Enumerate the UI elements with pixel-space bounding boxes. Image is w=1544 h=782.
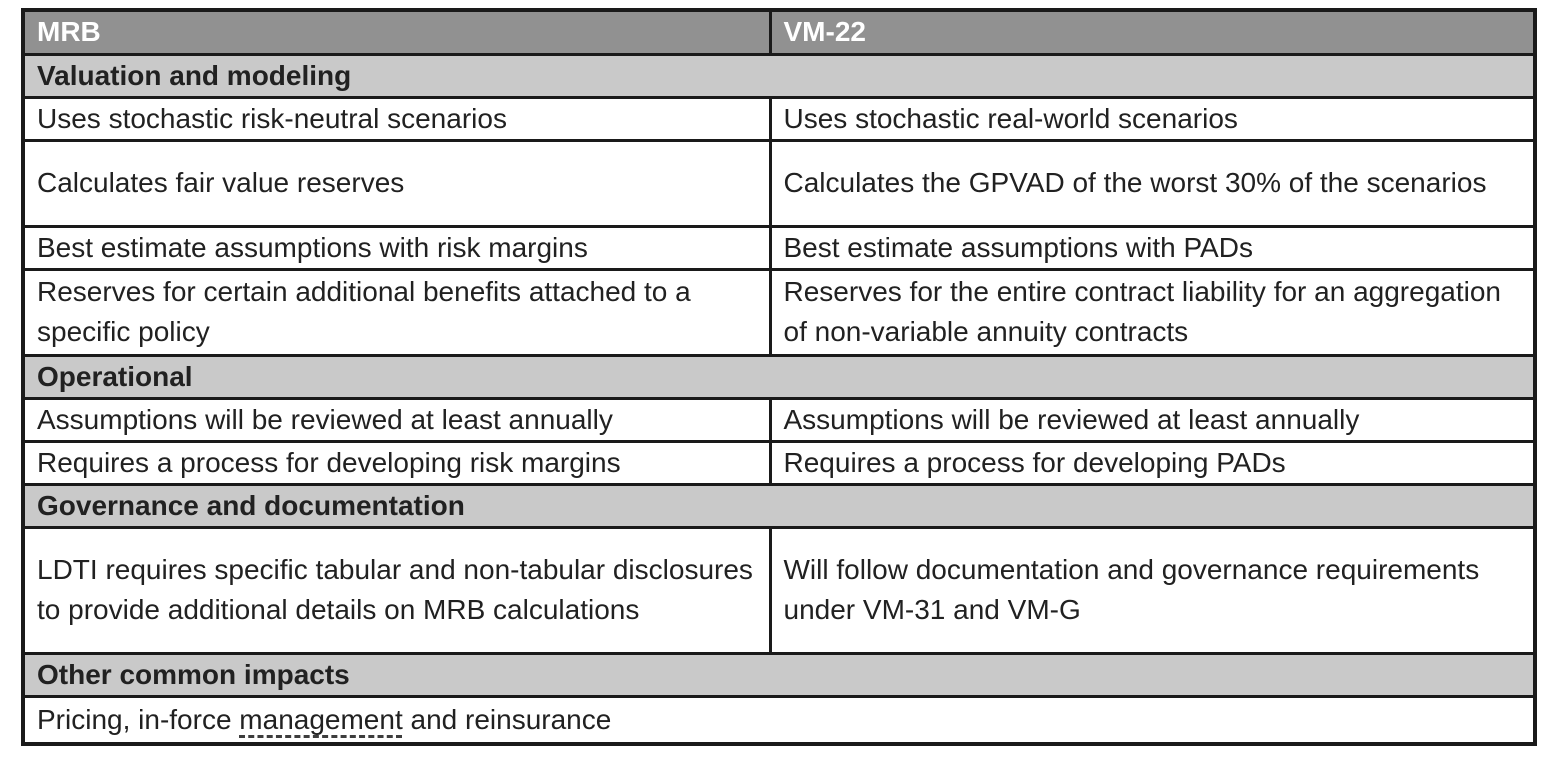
section-title-valuation: Valuation and modeling xyxy=(21,52,1537,99)
cell-vm22-gpvad: Calculates the GPVAD of the worst 30% of… xyxy=(768,138,1537,228)
pricing-text-underlined: management xyxy=(239,703,403,735)
table-row: Assumptions will be reviewed at least an… xyxy=(21,396,1537,443)
table-row: Pricing, in-force management and reinsur… xyxy=(21,694,1537,746)
header-cell-mrb: MRB xyxy=(21,8,772,56)
section-row-governance: Governance and documentation xyxy=(21,482,1537,529)
cell-mrb-reserves: Reserves for certain additional benefits… xyxy=(21,267,772,357)
table-row: Uses stochastic risk-neutral scenarios U… xyxy=(21,95,1537,142)
section-row-other-impacts: Other common impacts xyxy=(21,651,1537,698)
cell-pricing-full-width: Pricing, in-force management and reinsur… xyxy=(21,694,1537,746)
table-row: Requires a process for developing risk m… xyxy=(21,439,1537,486)
cell-vm22-best-estimate: Best estimate assumptions with PADs xyxy=(768,224,1537,271)
comparison-table: MRB VM-22 Valuation and modeling Uses st… xyxy=(21,8,1537,746)
table-row: Calculates fair value reserves Calculate… xyxy=(21,138,1537,228)
pricing-text-suffix: and reinsurance xyxy=(402,703,612,735)
cell-vm22-reserves: Reserves for the entire contract liabili… xyxy=(768,267,1537,357)
cell-vm22-assumptions-review: Assumptions will be reviewed at least an… xyxy=(768,396,1537,443)
cell-mrb-assumptions-review: Assumptions will be reviewed at least an… xyxy=(21,396,772,443)
section-row-valuation: Valuation and modeling xyxy=(21,52,1537,99)
table-row: Reserves for certain additional benefits… xyxy=(21,267,1537,357)
pricing-text-prefix: Pricing, in-force xyxy=(37,703,240,735)
header-cell-vm22: VM-22 xyxy=(768,8,1537,56)
cell-vm22-process: Requires a process for developing PADs xyxy=(768,439,1537,486)
section-title-governance: Governance and documentation xyxy=(21,482,1537,529)
section-title-other-impacts: Other common impacts xyxy=(21,651,1537,698)
cell-mrb-scenarios: Uses stochastic risk-neutral scenarios xyxy=(21,95,772,142)
section-title-operational: Operational xyxy=(21,353,1537,400)
table-row: LDTI requires specific tabular and non-t… xyxy=(21,525,1537,655)
cell-vm22-scenarios: Uses stochastic real-world scenarios xyxy=(768,95,1537,142)
cell-vm22-vm31: Will follow documentation and governance… xyxy=(768,525,1537,655)
cell-mrb-process: Requires a process for developing risk m… xyxy=(21,439,772,486)
cell-mrb-ldti: LDTI requires specific tabular and non-t… xyxy=(21,525,772,655)
table-header-row: MRB VM-22 xyxy=(21,8,1537,56)
table-row: Best estimate assumptions with risk marg… xyxy=(21,224,1537,271)
cell-mrb-fair-value: Calculates fair value reserves xyxy=(21,138,772,228)
section-row-operational: Operational xyxy=(21,353,1537,400)
cell-mrb-best-estimate: Best estimate assumptions with risk marg… xyxy=(21,224,772,271)
